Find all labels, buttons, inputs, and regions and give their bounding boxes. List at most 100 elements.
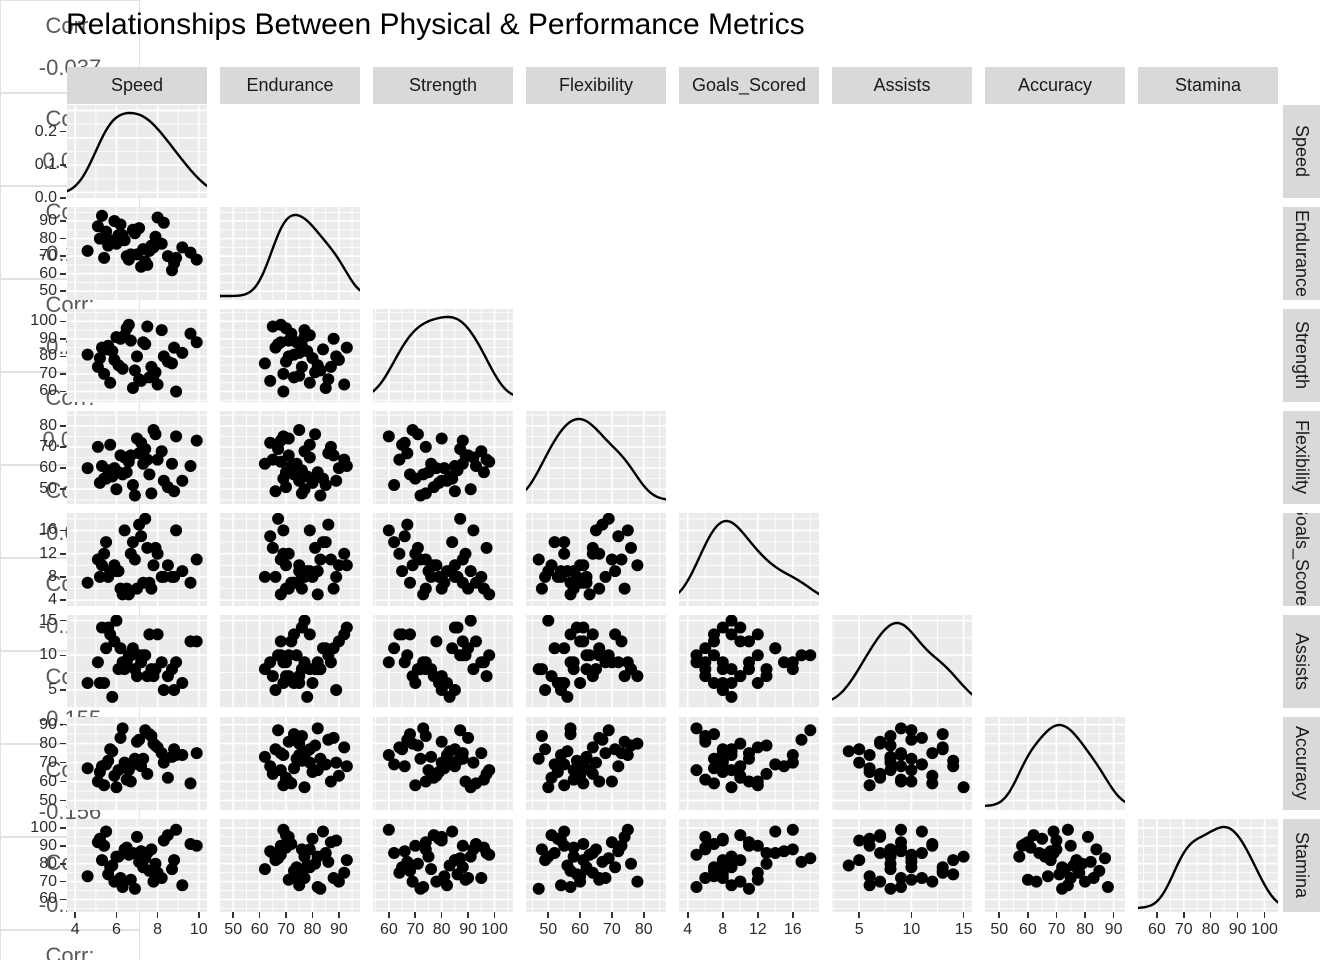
data-point — [464, 483, 477, 496]
data-point — [93, 352, 106, 365]
data-point — [322, 447, 335, 460]
data-point — [863, 870, 876, 883]
y-tick-mark — [60, 880, 66, 883]
data-point — [441, 879, 453, 892]
density-curve — [67, 111, 207, 193]
data-point — [406, 875, 419, 888]
data-point — [734, 621, 747, 634]
data-point — [459, 449, 472, 462]
data-point — [435, 735, 448, 748]
data-point — [147, 875, 160, 888]
data-point — [874, 737, 887, 750]
data-point — [926, 839, 939, 852]
data-point — [443, 690, 456, 703]
data-point — [895, 749, 907, 761]
data-point — [264, 374, 277, 387]
panel-background — [220, 207, 360, 300]
data-point — [884, 730, 897, 742]
scatter-panel — [526, 717, 666, 810]
y-tick-mark — [60, 599, 66, 602]
y-tick-label: 80 — [39, 229, 57, 247]
column-strip: Endurance — [220, 67, 360, 104]
data-point — [96, 760, 108, 773]
column-strip-label: Endurance — [246, 75, 334, 95]
data-point — [583, 649, 596, 662]
data-point — [427, 559, 440, 572]
data-point — [438, 870, 451, 883]
data-point — [464, 615, 477, 627]
data-point — [936, 861, 949, 874]
data-point — [330, 756, 343, 769]
data-point — [853, 854, 866, 867]
row-strip: Stamina — [1283, 819, 1320, 912]
density-panel — [526, 411, 666, 504]
data-point — [306, 832, 319, 845]
data-point — [760, 670, 773, 683]
data-point — [915, 847, 928, 859]
data-point — [388, 479, 401, 491]
data-point — [743, 882, 755, 895]
data-point — [853, 743, 866, 756]
x-tick-label: 90 — [329, 921, 348, 938]
data-point — [435, 684, 448, 696]
data-point — [322, 733, 335, 746]
data-point — [295, 582, 308, 595]
corr-label: Corr: — [45, 942, 95, 960]
data-point — [258, 357, 271, 370]
data-point — [155, 324, 168, 337]
data-point — [734, 670, 747, 683]
scatter-panel — [67, 615, 207, 708]
data-point — [699, 830, 712, 843]
data-point — [957, 850, 970, 863]
data-point — [303, 565, 316, 578]
data-point — [454, 513, 467, 525]
x-tick-label: 70 — [603, 921, 621, 938]
y-tick-mark — [60, 130, 66, 133]
data-point — [895, 841, 907, 854]
data-point — [795, 649, 808, 662]
density-panel — [373, 309, 513, 402]
data-point — [577, 777, 590, 790]
data-point — [266, 847, 279, 859]
data-point — [116, 468, 129, 481]
panel-background — [679, 513, 819, 606]
data-point — [419, 582, 432, 595]
row-strip-label: Goals_Scored — [1292, 513, 1312, 606]
y-tick-label: 15 — [39, 611, 57, 629]
data-point — [133, 733, 146, 746]
scatter-panel — [526, 819, 666, 912]
x-tick-mark — [1236, 912, 1239, 918]
data-point — [157, 474, 170, 487]
data-point — [631, 559, 644, 572]
data-point — [574, 677, 587, 689]
row-strip: Assists — [1283, 615, 1320, 708]
data-point — [184, 576, 197, 589]
x-tick-label: 10 — [189, 921, 208, 938]
data-point — [555, 570, 567, 583]
data-point — [548, 642, 561, 655]
data-point — [340, 341, 353, 354]
data-point — [459, 775, 472, 788]
y-tick-mark — [60, 373, 66, 375]
data-point — [612, 530, 625, 543]
scatter-panel — [373, 615, 513, 708]
density-panel — [832, 615, 972, 708]
data-point — [895, 722, 907, 735]
y-tick-label: 50 — [39, 282, 57, 300]
data-point — [605, 836, 618, 849]
data-point — [145, 730, 158, 742]
y-tick-mark — [60, 552, 66, 555]
data-point — [128, 489, 141, 502]
data-point — [116, 362, 129, 375]
data-point — [190, 434, 203, 447]
data-point — [884, 739, 897, 752]
data-point — [81, 677, 94, 689]
data-point — [690, 722, 703, 735]
data-point — [586, 741, 599, 754]
column-strip-label: Stamina — [1174, 75, 1242, 95]
data-point — [564, 588, 577, 601]
column-strip-label: Accuracy — [1017, 75, 1093, 95]
column-strip-label: Assists — [873, 75, 931, 95]
y-tick-mark — [60, 237, 66, 240]
